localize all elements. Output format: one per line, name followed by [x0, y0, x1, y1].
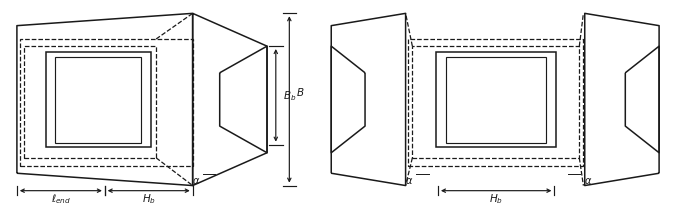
- Text: $B_b$: $B_b$: [283, 89, 296, 103]
- Bar: [20, 40, 193, 166]
- Bar: [408, 40, 583, 166]
- Bar: [24, 47, 156, 158]
- Bar: [46, 53, 151, 147]
- Text: $H_b$: $H_b$: [489, 191, 503, 204]
- Text: $\alpha$: $\alpha$: [192, 176, 200, 185]
- Bar: [436, 53, 556, 147]
- Text: $H_b$: $H_b$: [142, 191, 155, 204]
- Text: $\alpha$: $\alpha$: [584, 176, 592, 185]
- Bar: [446, 58, 546, 143]
- Text: $B$: $B$: [296, 86, 305, 98]
- Text: $\alpha$: $\alpha$: [405, 176, 413, 185]
- Bar: [55, 58, 141, 143]
- Text: $\ell_{end}$: $\ell_{end}$: [51, 191, 71, 204]
- Bar: [412, 47, 579, 158]
